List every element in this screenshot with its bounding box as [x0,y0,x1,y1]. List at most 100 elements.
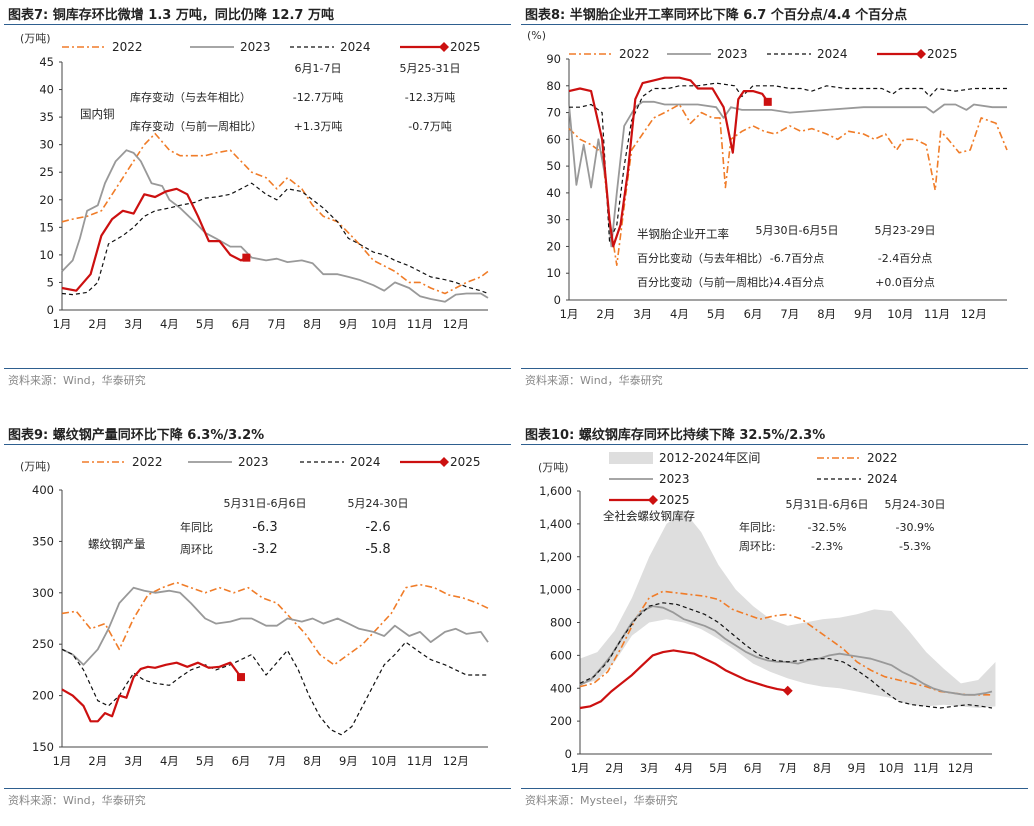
x-tick-label: 11月 [407,317,433,331]
legend-marker-2025 [439,42,449,52]
annotation-period-previous: 5月24-30日 [885,498,946,511]
annotation-period-current: 5月31日-6月6日 [224,497,307,510]
y-tick-label: 20 [39,193,54,207]
annotation-period-previous: 5月25-31日 [400,62,461,75]
panel-copy-inventory: 图表7: 铜库存环比微增 1.3 万吨，同比仍降 12.7 万吨 (万吨) 0 5 1… [0,0,517,406]
source-rule [521,788,1028,789]
x-tick-label: 10月 [887,307,913,321]
legend-label-2022: 2022 [867,451,898,465]
y-tick-label: 350 [32,534,54,548]
y-tick-label: 70 [546,106,561,120]
legend-label-2025: 2025 [927,47,958,61]
y-axis-label: (万吨) [20,460,51,473]
series-line-2022 [61,132,489,295]
annotation-value-previous: -12.3万吨 [405,91,455,104]
y-tick-label: 250 [32,637,54,651]
chart-title: 图表9: 螺纹钢产量同环比下降 6.3%/3.2% [8,428,265,443]
x-tick-label: 6月 [232,754,251,768]
x-tick-label: 12月 [948,761,974,775]
series-line-2022 [579,590,992,696]
x-tick-label: 1月 [571,761,590,775]
annotation-row-label: 库存变动（与去年相比） [130,90,251,104]
x-tick-label: 9月 [854,307,873,321]
x-tick-label: 1月 [560,307,579,321]
series-line-2024 [579,602,993,709]
y-tick-label: 0 [554,293,561,307]
legend-label-2024: 2024 [340,40,371,54]
x-tick-label: 1月 [53,754,72,768]
annotation-series-label: 全社会螺纹钢库存 [603,509,695,523]
series-line-2025 [568,76,769,248]
chart-title: 图表8: 半钢胎企业开工率同环比下降 6.7 个百分点/4.4 个百分点 [525,8,908,23]
y-axis-label: (万吨) [538,461,569,474]
y-tick-label: 20 [546,239,561,253]
x-tick-label: 9月 [339,754,358,768]
y-tick-label: 90 [546,52,561,66]
title-rule [4,24,511,25]
y-tick-label: 25 [39,165,54,179]
y-tick-label: 50 [546,159,561,173]
panel-tire-operating-rate: 图表8: 半钢胎企业开工率同环比下降 6.7 个百分点/4.4 个百分点 (%)… [517,0,1034,406]
title-rule [521,24,1028,25]
x-tick-label: 9月 [848,761,867,775]
annotation-series-label: 国内铜 [80,107,115,121]
series-line-2024 [61,641,488,736]
annotation-period-current: 6月1-7日 [295,62,342,75]
annotation-row-label: 百分比变动（与前一周相比） [637,275,780,289]
series-line-2023 [61,586,489,666]
annotation-value-current: -2.3% [811,540,843,553]
legend-label-2024: 2024 [867,472,898,486]
x-tick-label: 3月 [124,317,143,331]
panel-rebar-inventory: 图表10: 螺纹钢库存同环比持续下降 32.5%/2.3% (万吨) 0 200 40… [517,420,1034,826]
y-tick-label: 400 [32,483,54,497]
x-tick-label: 3月 [640,761,659,775]
series-line-2025 [61,661,242,723]
annotation-row-label: 年同比: [739,520,776,534]
y-axis-label: (%) [527,29,546,42]
series-line-2024 [569,82,1007,242]
x-tick-label: 6月 [232,317,251,331]
annotation-row-label: 百分比变动（与去年相比） [637,251,769,265]
panel-rebar-output: 图表9: 螺纹钢产量同环比下降 6.3%/3.2% (万吨) 150 200 250 3… [0,420,517,826]
y-tick-label: 45 [39,55,54,69]
y-tick-label: 10 [546,266,561,280]
y-tick-label: 1,600 [539,484,572,498]
legend-label-2025: 2025 [450,40,481,54]
x-tick-label: 6月 [744,307,763,321]
source-note: 资料来源：Mysteel，华泰研究 [525,794,678,807]
annotation-period-previous: 5月24-30日 [348,497,409,510]
legend-label-2022: 2022 [619,47,650,61]
legend-swatch-band [609,452,653,464]
annotation-value-current: -12.7万吨 [293,91,343,104]
x-tick-label: 5月 [196,754,215,768]
x-tick-label: 11月 [407,754,433,768]
chart-rebar-inventory: (万吨) 0 200 400 600 800 1,000 1,200 1,400 1,600 1月 2… [538,451,996,775]
series-line-2025 [579,649,788,710]
annotation-value-previous: -5.3% [899,540,931,553]
x-tick-label: 6月 [744,761,763,775]
x-tick-label: 5月 [707,307,726,321]
series-line-2025 [61,187,247,292]
x-tick-label: 7月 [778,761,797,775]
y-tick-label: 150 [32,740,54,754]
y-tick-label: 300 [32,586,54,600]
series-line-2023 [61,149,489,303]
annotation-value-previous: -2.6 [365,520,390,535]
x-tick-label: 12月 [443,754,469,768]
annotation-period-previous: 5月23-29日 [875,224,936,237]
annotation-row-label: 库存变动（与前一周相比） [130,119,262,133]
y-tick-label: 1,400 [539,517,572,531]
x-tick-label: 10月 [371,754,397,768]
annotation-value-current: -6.7百分点 [770,252,824,265]
y-tick-label: 200 [550,714,572,728]
x-tick-label: 1月 [53,317,72,331]
chart-rebar-output: (万吨) 150 200 250 300 350 400 1月 2月 3月 4月 5月 6月 7月 8月 9月… [20,455,489,768]
annotation-row-label: 周环比 [180,543,213,556]
x-tick-label: 9月 [339,317,358,331]
x-tick-label: 2月 [88,317,107,331]
series-line-2022 [61,581,489,666]
x-tick-label: 4月 [160,754,179,768]
y-tick-label: 400 [550,681,572,695]
x-tick-label: 8月 [817,307,836,321]
x-tick-label: 2月 [605,761,624,775]
